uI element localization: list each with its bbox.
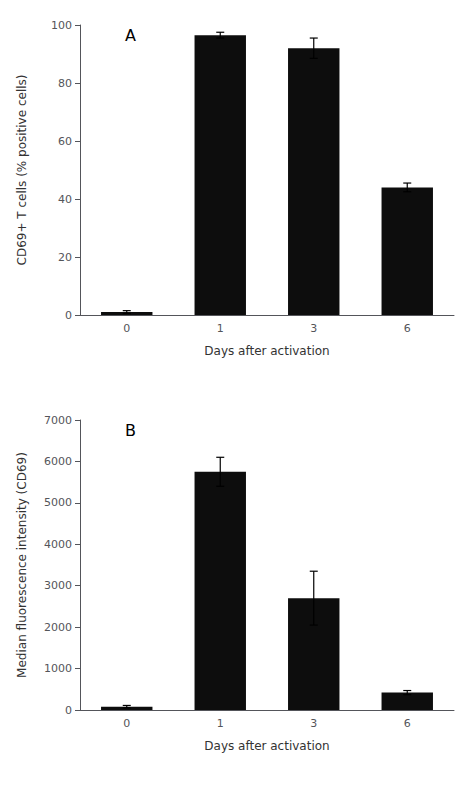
svg-text:80: 80 bbox=[58, 77, 72, 90]
svg-text:6: 6 bbox=[404, 717, 411, 730]
svg-text:B: B bbox=[125, 421, 136, 440]
svg-text:0: 0 bbox=[65, 704, 72, 717]
svg-text:0: 0 bbox=[65, 309, 72, 322]
svg-text:100: 100 bbox=[51, 19, 72, 32]
svg-text:1000: 1000 bbox=[44, 662, 72, 675]
svg-text:60: 60 bbox=[58, 135, 72, 148]
svg-text:1: 1 bbox=[217, 717, 224, 730]
svg-text:5000: 5000 bbox=[44, 496, 72, 509]
svg-text:6000: 6000 bbox=[44, 455, 72, 468]
svg-text:0: 0 bbox=[123, 322, 130, 335]
svg-text:4000: 4000 bbox=[44, 538, 72, 551]
svg-text:A: A bbox=[125, 26, 136, 45]
svg-text:Days after activation: Days after activation bbox=[204, 344, 329, 358]
svg-text:1: 1 bbox=[217, 322, 224, 335]
svg-text:40: 40 bbox=[58, 193, 72, 206]
svg-text:Median fluorescence intensity: Median fluorescence intensity (CD69) bbox=[15, 452, 29, 678]
svg-text:6: 6 bbox=[404, 322, 411, 335]
svg-text:7000: 7000 bbox=[44, 414, 72, 427]
svg-text:2000: 2000 bbox=[44, 621, 72, 634]
svg-text:CD69+ T cells (% positive cell: CD69+ T cells (% positive cells) bbox=[15, 75, 29, 266]
svg-text:Days after activation: Days after activation bbox=[204, 739, 329, 753]
svg-text:3: 3 bbox=[310, 322, 317, 335]
svg-text:20: 20 bbox=[58, 251, 72, 264]
svg-text:3000: 3000 bbox=[44, 579, 72, 592]
svg-text:3: 3 bbox=[310, 717, 317, 730]
svg-text:0: 0 bbox=[123, 717, 130, 730]
